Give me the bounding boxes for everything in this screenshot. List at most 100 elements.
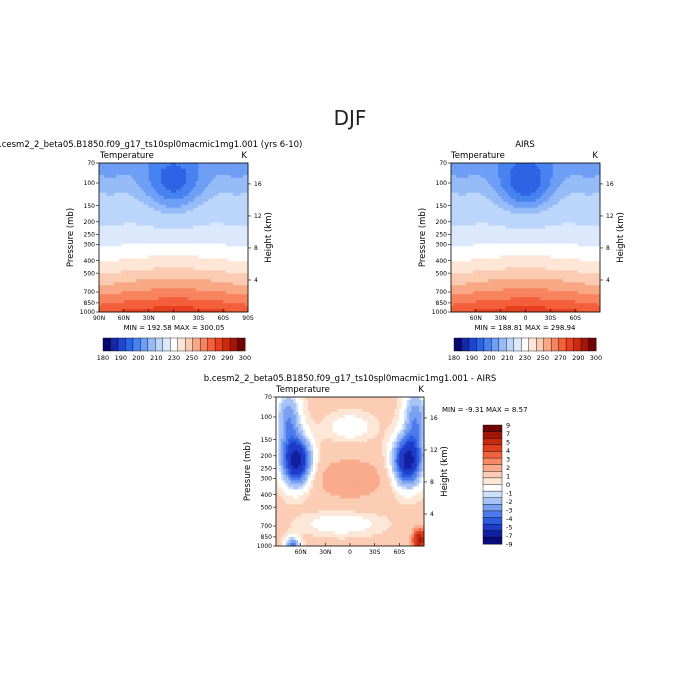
heatmap-cell — [220, 267, 224, 271]
heatmap-cell — [500, 282, 504, 286]
heatmap-cell — [510, 210, 514, 215]
heatmap-cell — [537, 201, 541, 206]
heatmap-cell — [228, 264, 232, 268]
heatmap-cell — [175, 273, 179, 277]
heatmap-cell — [156, 279, 159, 283]
heatmap-cell — [213, 261, 217, 265]
heatmap-cell — [505, 258, 509, 262]
heatmap-cell — [498, 246, 502, 250]
heatmap-cell — [220, 306, 224, 310]
heatmap-cell — [493, 267, 497, 271]
heatmap-cell — [518, 174, 521, 179]
heatmap-cell — [108, 282, 112, 286]
heatmap-cell — [133, 243, 137, 247]
heatmap-cell — [106, 183, 110, 188]
heatmap-cell — [190, 228, 194, 232]
heatmap-cell — [458, 288, 462, 292]
heatmap-cell — [485, 231, 489, 235]
heatmap-cell — [530, 309, 534, 313]
heatmap-cell — [99, 231, 102, 235]
heatmap-cell — [171, 231, 174, 235]
heatmap-cell — [171, 171, 174, 176]
heatmap-cell — [468, 267, 472, 271]
heatmap-cell — [523, 309, 526, 313]
heatmap-cell — [525, 171, 529, 176]
heatmap-cell — [210, 195, 214, 200]
heatmap-cell — [223, 264, 227, 268]
heatmap-cell — [460, 201, 464, 206]
heatmap-cell — [158, 216, 162, 221]
heatmap-cell — [133, 207, 137, 212]
heatmap-cell — [465, 168, 469, 173]
heatmap-cell — [532, 300, 536, 304]
heatmap-cell — [106, 273, 110, 277]
heatmap-cell — [148, 291, 152, 295]
heatmap-cell — [530, 174, 534, 179]
heatmap-cell — [542, 273, 546, 277]
heatmap-cell — [530, 246, 534, 250]
heatmap-cell — [106, 249, 110, 253]
heatmap-cell — [123, 297, 127, 301]
heatmap-cell — [478, 267, 482, 271]
heatmap-cell — [141, 258, 145, 262]
heatmap-cell — [108, 210, 112, 215]
heatmap-cell — [485, 171, 489, 176]
heatmap-cell — [545, 249, 549, 253]
heatmap-cell — [523, 261, 526, 265]
heatmap-cell — [128, 258, 132, 262]
heatmap-cell — [542, 243, 546, 247]
heatmap-cell — [495, 171, 499, 176]
heatmap-cell — [243, 207, 246, 212]
heatmap-cell — [153, 309, 157, 313]
heatmap-cell — [175, 249, 179, 253]
heatmap-cell — [527, 282, 531, 286]
heatmap-cell — [453, 210, 457, 215]
heatmap-cell — [532, 189, 536, 194]
heatmap-cell — [118, 303, 122, 307]
heatmap-cell — [158, 294, 162, 298]
heatmap-cell — [153, 249, 157, 253]
heatmap-cell — [495, 213, 499, 218]
heatmap-cell — [542, 201, 546, 206]
heatmap-cell — [532, 273, 536, 277]
heatmap-cell — [138, 201, 142, 206]
heatmap-cell — [243, 219, 246, 223]
heatmap-cell — [153, 231, 157, 235]
heatmap-cell — [131, 267, 135, 271]
heatmap-cell — [238, 195, 241, 200]
heatmap-cell — [128, 210, 132, 215]
heatmap-cell — [488, 186, 492, 191]
heatmap-cell — [136, 237, 140, 241]
heatmap-cell — [180, 243, 184, 247]
heatmap-cell — [238, 180, 241, 185]
heatmap-cell — [225, 234, 229, 238]
heatmap-cell — [203, 258, 207, 262]
heatmap-cell — [532, 267, 536, 271]
heatmap-cell — [183, 300, 187, 304]
heatmap-cell — [240, 243, 244, 247]
heatmap-cell — [163, 225, 167, 229]
heatmap-cell — [518, 303, 521, 307]
heatmap-cell — [238, 267, 241, 271]
heatmap-cell — [455, 163, 459, 167]
heatmap-cell — [99, 300, 102, 304]
heatmap-cell — [203, 216, 207, 221]
heatmap-cell — [238, 171, 241, 176]
heatmap-cell — [158, 237, 162, 241]
heatmap-cell — [215, 213, 219, 218]
heatmap-cell — [136, 189, 140, 194]
heatmap-cell — [166, 240, 169, 244]
heatmap-cell — [523, 237, 526, 241]
heatmap-cell — [540, 195, 544, 200]
heatmap-cell — [455, 228, 459, 232]
heatmap-cell — [158, 243, 162, 247]
heatmap-cell — [188, 201, 192, 206]
heatmap-cell — [535, 189, 539, 194]
heatmap-cell — [195, 165, 199, 170]
heatmap-cell — [166, 207, 169, 212]
heatmap-cell — [510, 216, 514, 221]
heatmap-cell — [188, 294, 192, 298]
heatmap-cell — [490, 234, 494, 238]
heatmap-cell — [171, 234, 174, 238]
